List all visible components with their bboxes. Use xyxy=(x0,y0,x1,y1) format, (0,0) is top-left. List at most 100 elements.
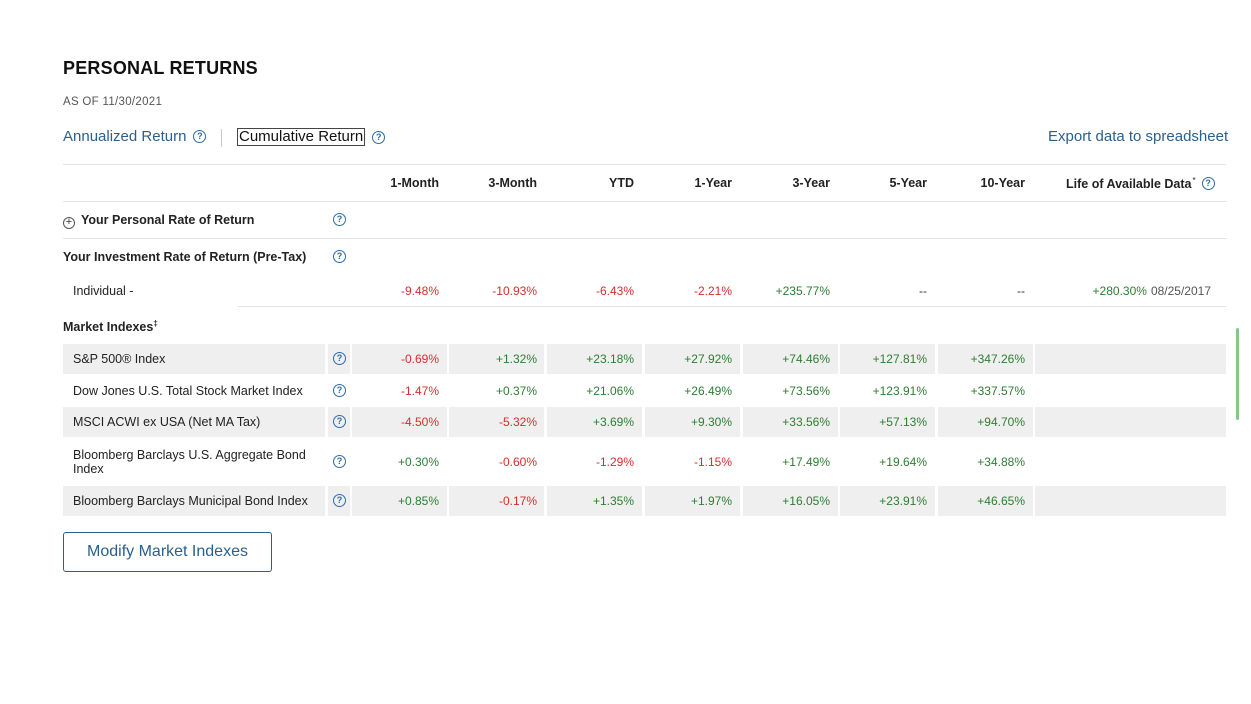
market-index-name: S&P 500® Index xyxy=(73,352,166,366)
row-shade xyxy=(840,407,935,437)
row-shade xyxy=(352,344,447,374)
column-header: 1-Month xyxy=(390,176,439,190)
return-value: +347.26% xyxy=(970,352,1025,366)
divider xyxy=(63,164,1226,165)
row-shade xyxy=(938,344,1033,374)
individual-account-label[interactable]: Individual - xyxy=(73,284,134,298)
return-value: +1.35% xyxy=(592,494,634,508)
column-header-label: Life of Available Data* xyxy=(1066,176,1196,192)
return-value: +123.91% xyxy=(872,384,927,398)
return-value: -5.32% xyxy=(498,415,537,429)
return-value: +9.30% xyxy=(690,415,732,429)
row-shade xyxy=(938,407,1033,437)
as-of-date: AS OF 11/30/2021 xyxy=(63,96,163,108)
return-value: +1.97% xyxy=(690,494,732,508)
plus-circle-icon[interactable]: + xyxy=(63,216,75,229)
row-shade xyxy=(1035,407,1226,437)
export-spreadsheet-link[interactable]: Export data to spreadsheet xyxy=(1048,128,1229,145)
row-shade xyxy=(547,486,642,516)
tab-cumulative-return[interactable]: Cumulative Return ? xyxy=(237,128,386,146)
row-shade xyxy=(1035,486,1226,516)
row-shade xyxy=(1035,344,1226,374)
return-value: +21.06% xyxy=(586,384,634,398)
market-indexes-heading: Market Indexes‡ xyxy=(63,319,158,334)
return-value: +73.56% xyxy=(782,384,830,398)
row-shade xyxy=(547,344,642,374)
modify-market-indexes-button[interactable]: Modify Market Indexes xyxy=(63,532,272,572)
market-indexes-label: Market Indexes xyxy=(63,320,154,335)
return-value: +17.49% xyxy=(782,454,830,469)
return-value: +23.91% xyxy=(879,494,927,508)
table-row: MSCI ACWI ex USA (Net MA Tax)? -4.50% -5.3… xyxy=(63,407,1226,437)
help-icon[interactable]: ? xyxy=(193,130,207,143)
help-icon[interactable]: ? xyxy=(1201,177,1215,191)
row-shade xyxy=(449,407,544,437)
row-shade xyxy=(63,344,325,374)
row-shade xyxy=(547,407,642,437)
return-value: -2.21% xyxy=(693,284,732,298)
help-icon[interactable]: ? xyxy=(333,250,346,263)
return-value: +235.77% xyxy=(775,284,830,298)
row-shade xyxy=(645,344,740,374)
row-shade xyxy=(63,407,325,437)
help-icon[interactable]: ? xyxy=(372,130,386,144)
personal-rate-label: Your Personal Rate of Return xyxy=(81,213,255,227)
return-value: +74.46% xyxy=(782,352,830,366)
row-shade xyxy=(743,486,838,516)
return-value: +127.81% xyxy=(872,352,927,366)
column-header: 1-Year xyxy=(694,176,732,190)
column-header: YTD xyxy=(609,176,634,190)
scrollbar[interactable] xyxy=(1236,328,1239,420)
tab-annualized-return[interactable]: Annualized Return ? xyxy=(63,128,207,145)
footnote-mark: * xyxy=(1192,176,1196,185)
row-shade xyxy=(63,486,325,516)
market-index-name: Bloomberg Barclays Municipal Bond Index xyxy=(73,494,308,508)
return-value: +26.49% xyxy=(684,384,732,398)
personal-rate-row[interactable]: + Your Personal Rate of Return xyxy=(63,213,254,229)
help-icon[interactable]: ? xyxy=(333,415,346,428)
help-icon[interactable]: ? xyxy=(333,352,346,365)
row-shade xyxy=(840,344,935,374)
divider xyxy=(63,201,1226,202)
row-shade xyxy=(743,407,838,437)
return-value: -0.60% xyxy=(498,454,537,469)
return-value: -1.29% xyxy=(595,454,634,469)
row-shade xyxy=(449,344,544,374)
return-value: -6.43% xyxy=(595,284,634,298)
row-shade xyxy=(449,486,544,516)
return-value: -1.47% xyxy=(400,384,439,398)
tab-divider xyxy=(221,129,222,147)
table-row: Bloomberg Barclays U.S. Aggregate Bond I… xyxy=(63,439,1226,484)
column-header: 3-Year xyxy=(792,176,830,190)
return-value: -9.48% xyxy=(400,284,439,298)
divider xyxy=(63,238,1226,239)
return-value: +337.57% xyxy=(970,384,1025,398)
table-row: Dow Jones U.S. Total Stock Market Index?… xyxy=(63,376,1226,406)
row-shade xyxy=(840,486,935,516)
return-value: -1.15% xyxy=(693,454,732,469)
life-start-date: 08/25/2017 xyxy=(1150,284,1211,298)
return-value: +0.30% xyxy=(397,454,439,469)
return-value: +46.65% xyxy=(977,494,1025,508)
help-icon[interactable]: ? xyxy=(333,494,346,507)
divider xyxy=(238,306,1226,307)
column-header: 5-Year xyxy=(889,176,927,190)
return-value: +94.70% xyxy=(977,415,1025,429)
return-value: +0.85% xyxy=(397,494,439,508)
help-icon[interactable]: ? xyxy=(333,384,346,397)
row-shade xyxy=(645,407,740,437)
column-header: 10-Year xyxy=(980,176,1025,190)
column-header-life: Life of Available Data*? xyxy=(1066,176,1215,191)
tab-cumulative-label: Cumulative Return xyxy=(237,128,366,146)
return-value: +16.05% xyxy=(782,494,830,508)
return-value: +23.18% xyxy=(586,352,634,366)
row-shade xyxy=(743,344,838,374)
help-icon[interactable]: ? xyxy=(333,213,346,226)
row-shade xyxy=(352,486,447,516)
life-return-value: +280.30% xyxy=(1092,284,1147,298)
help-icon[interactable]: ? xyxy=(333,454,346,468)
market-index-name: MSCI ACWI ex USA (Net MA Tax) xyxy=(73,415,261,429)
return-value: +0.37% xyxy=(495,384,537,398)
return-value: +57.13% xyxy=(879,415,927,429)
